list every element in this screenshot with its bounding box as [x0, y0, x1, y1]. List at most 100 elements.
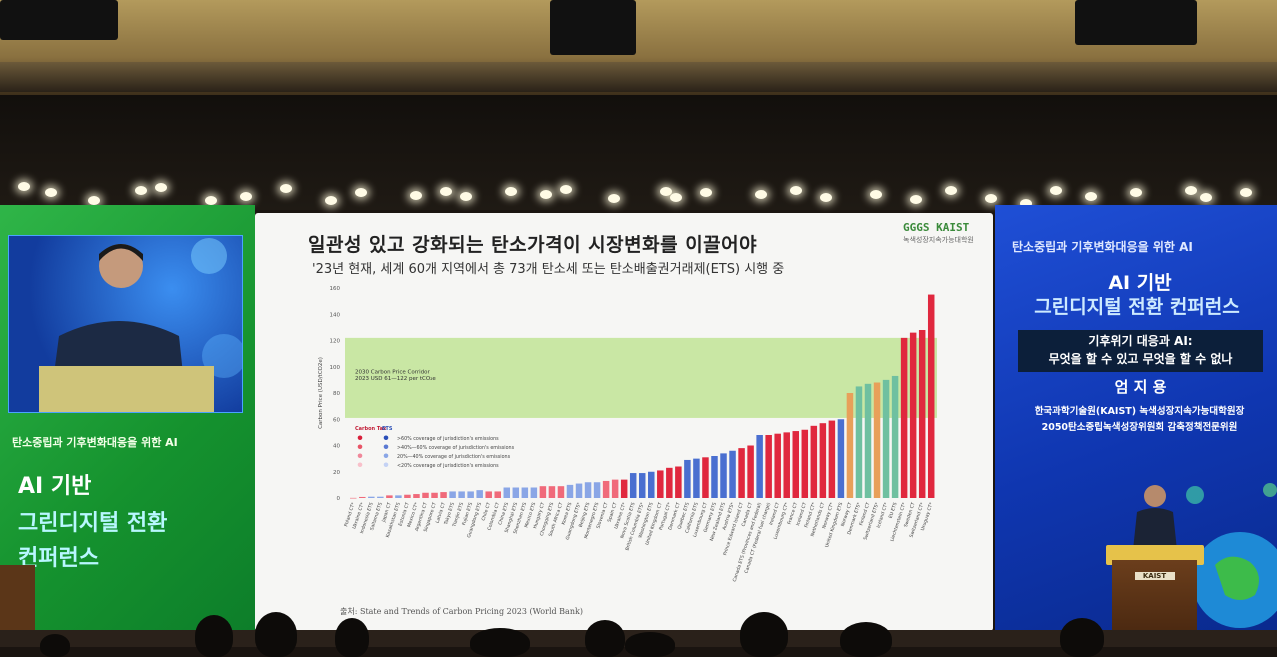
audience-head [740, 612, 788, 657]
bar-44 [747, 445, 754, 498]
ceiling-light [88, 196, 100, 205]
y-axis-label: Carbon Price (USD/tCO2e) [318, 357, 324, 429]
corridor-label-1: 2030 Carbon Price Corridor [355, 369, 430, 375]
legend-col-tax: Carbon Tax [355, 426, 387, 432]
y-tick-label: 100 [330, 365, 341, 371]
bar-34 [657, 470, 664, 498]
audience-head [195, 615, 233, 657]
ceiling-light [1200, 193, 1212, 202]
ceiling-light [355, 188, 367, 197]
bar-47 [774, 433, 781, 498]
speaker-name: 엄 지 용 [1114, 378, 1167, 396]
ceiling-speaker-left [0, 0, 118, 40]
bar-25 [575, 483, 583, 498]
bar-2 [368, 496, 375, 498]
bar-10 [440, 492, 447, 498]
right-panel-quote: 탄소중립과 기후변화대응을 위한 AI [1012, 240, 1193, 254]
bar-32 [638, 473, 646, 498]
bar-12 [458, 491, 465, 498]
y-tick-label: 140 [330, 312, 341, 318]
speaker-figure [39, 238, 242, 412]
legend-tax-dot [357, 462, 363, 468]
ceiling-light [135, 186, 147, 195]
left-panel-title-2: 그린디지털 전환 [18, 511, 168, 536]
legend-ets-dot [383, 435, 389, 441]
ceiling-light [670, 193, 682, 202]
ceiling-light [18, 182, 30, 191]
bar-38 [693, 458, 700, 498]
bar-17 [503, 487, 511, 498]
speaker-video-feed [8, 235, 243, 413]
ceiling-light [700, 188, 712, 197]
bar-59 [882, 379, 890, 498]
globe-graphic [1186, 483, 1277, 628]
bar-45 [756, 435, 763, 498]
bar-39 [702, 457, 709, 498]
bar-6 [404, 494, 411, 498]
bar-15 [485, 491, 492, 498]
y-tick-label: 80 [333, 391, 340, 397]
bar-51 [810, 425, 818, 498]
ceiling-light [1185, 186, 1197, 195]
bar-48 [783, 432, 790, 498]
ceiling-light [1020, 199, 1032, 208]
audience-head [840, 622, 892, 657]
audience-head [40, 634, 70, 657]
bar-37 [684, 459, 691, 498]
talk-title-line-1: 기후위기 대응과 AI: [1088, 334, 1193, 348]
audience-head [1060, 618, 1104, 657]
bar-50 [801, 429, 809, 498]
bar-7 [413, 494, 420, 498]
bar-9 [431, 492, 438, 498]
bar-43 [738, 448, 745, 498]
ceiling-light [460, 192, 472, 201]
audience-head [585, 620, 625, 657]
ceiling-light [790, 186, 802, 195]
bar-23 [557, 486, 565, 498]
bar-20 [530, 487, 538, 498]
ceiling-light [505, 187, 517, 196]
bar-55 [846, 393, 854, 498]
lighting-truss [0, 95, 1277, 210]
legend-ets-dot [383, 462, 389, 468]
legend-ets-dot [383, 453, 389, 459]
bar-53 [828, 420, 836, 498]
bar-11 [449, 491, 456, 498]
ceiling-light [660, 187, 672, 196]
bar-33 [648, 471, 655, 498]
bar-41 [720, 453, 727, 498]
bar-4 [386, 495, 393, 498]
legend-col-ets: ETS [382, 426, 393, 432]
ceiling-light [280, 184, 292, 193]
bar-60 [891, 375, 899, 498]
legend-row-label: >60% coverage of jurisdiction's emission… [397, 436, 499, 442]
speaker-person [1133, 485, 1177, 550]
bar-18 [512, 487, 520, 498]
ceiling-light [608, 194, 620, 203]
slide-subtitle: '23년 현재, 세계 60개 지역에서 총 73개 탄소세 또는 탄소배출권거… [312, 262, 785, 277]
corridor-label-2: 2023 USD 61—122 per tCO₂e [355, 376, 436, 382]
ceiling-light [560, 185, 572, 194]
y-tick-label: 0 [337, 496, 341, 502]
bar-5 [395, 495, 402, 498]
bar-3 [377, 496, 384, 498]
bar-0 [350, 497, 357, 499]
ceiling-light [325, 196, 337, 205]
y-tick-label: 20 [333, 470, 340, 476]
bar-46 [765, 435, 772, 498]
ceiling-light [1240, 188, 1252, 197]
ceiling-light [45, 188, 57, 197]
bar-58 [873, 382, 881, 498]
audience-head [625, 632, 675, 657]
bar-8 [422, 492, 429, 498]
bar-56 [855, 386, 863, 498]
audience-head [335, 618, 369, 657]
ceiling-light [1085, 192, 1097, 201]
bar-16 [494, 491, 501, 498]
right-panel-title-1: AI 기반 [1108, 272, 1172, 294]
x-tick-label: Chile CT [481, 502, 493, 522]
bar-28 [602, 480, 610, 498]
slide-title: 일관성 있고 강화되는 탄소가격이 시장변화를 이끌어야 [308, 234, 758, 256]
y-tick-label: 40 [333, 444, 340, 450]
kaist-logo: GGGS KAIST [903, 221, 970, 234]
